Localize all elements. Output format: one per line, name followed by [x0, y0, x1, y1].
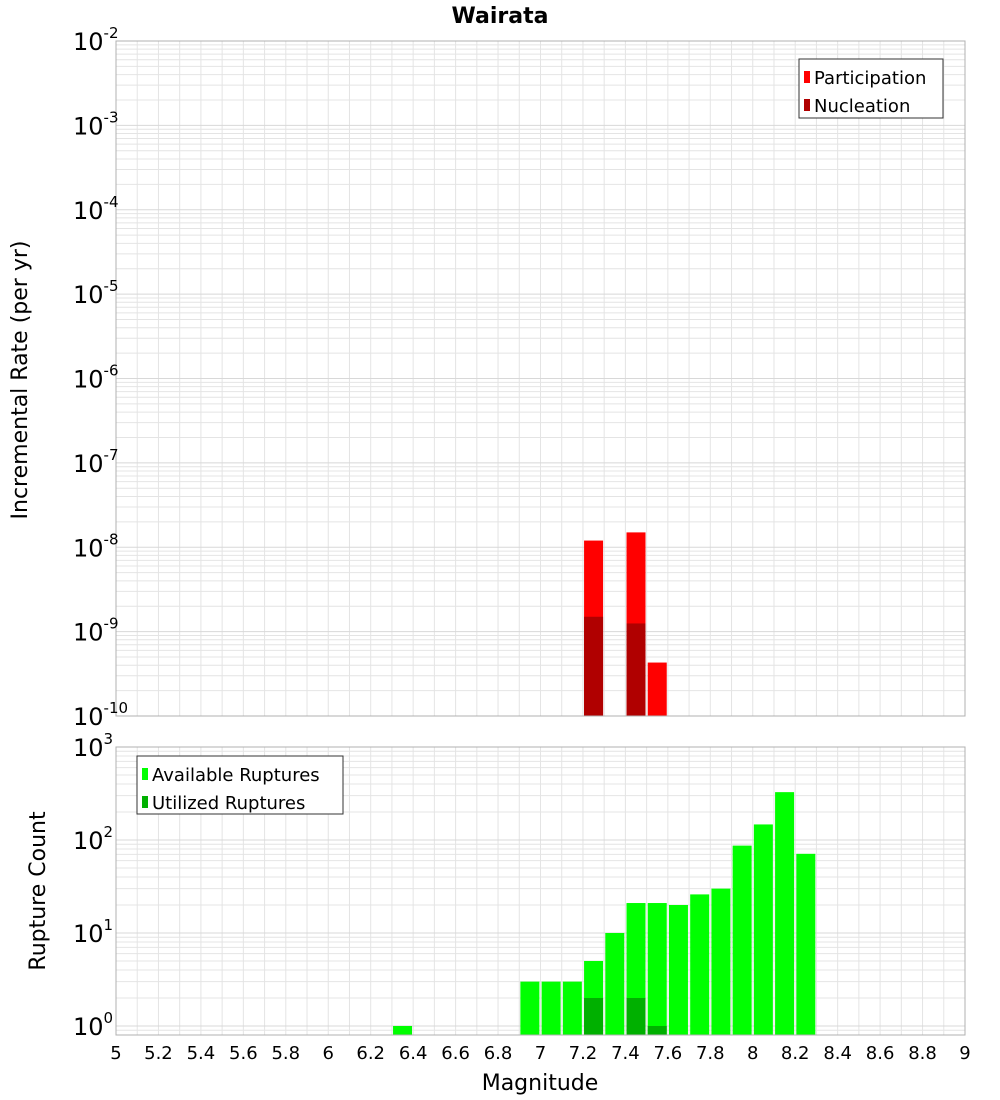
y-tick-label: 103: [73, 730, 113, 762]
x-tick-label: 6.4: [399, 1043, 428, 1064]
x-tick-label: 7.4: [611, 1043, 640, 1064]
bottom-y-tick-labels: 103 102 101 100: [73, 730, 113, 1041]
x-tick-label: 5.8: [271, 1043, 300, 1064]
bar-nucleation: [626, 623, 646, 716]
x-tick-label: 7.2: [569, 1043, 598, 1064]
legend-label: Nucleation: [814, 96, 910, 117]
bar-utilized-ruptures: [647, 1025, 667, 1035]
bar-available-ruptures: [796, 853, 816, 1035]
x-tick-label: 5.6: [229, 1043, 258, 1064]
y-tick-label: 10-2: [73, 24, 119, 56]
x-tick-labels: 5 5.2 5.4 5.6 5.8 6 6.2 6.4 6.6 6.8 7 7.2 7.4 7.6 7.8 8…: [110, 1043, 970, 1064]
legend-label: Available Ruptures: [152, 765, 320, 786]
bottom-legend: Available Ruptures Utilized Ruptures: [136, 755, 344, 815]
y-tick-label: 10-5: [73, 277, 119, 309]
bottom-plot-frame: [115, 746, 966, 1036]
bar-participation: [647, 662, 667, 716]
y-tick-label: 102: [73, 823, 113, 855]
bar-available-ruptures: [690, 894, 710, 1035]
y-tick-label: 10-4: [73, 193, 119, 225]
bar-available-ruptures: [520, 981, 540, 1035]
top-plot-frame: [115, 40, 966, 717]
chart-title: Wairata: [452, 4, 549, 29]
legend-box: [798, 58, 944, 119]
x-tick-label: 6.8: [484, 1043, 513, 1064]
legend-swatch: [804, 71, 810, 83]
bottom-gridlines: [115, 746, 966, 1036]
bottom-bars: [393, 792, 816, 1035]
x-tick-label: 8.4: [823, 1043, 852, 1064]
bottom-plot: 103 102 101 100 5 5.2 5.4 5.6 5.8 6 6.2 6.4 6.6 6.8 7…: [26, 730, 971, 1096]
bottom-y-axis-label: Rupture Count: [26, 811, 51, 971]
y-tick-label: 101: [73, 916, 113, 948]
top-y-tick-labels: 10-2 10-3 10-4 10-5 10-6 10-7 10-8 10-9 10-10: [73, 24, 128, 731]
x-axis-label: Magnitude: [482, 1071, 599, 1096]
y-tick-label: 100: [73, 1009, 113, 1041]
top-legend: Participation Nucleation: [798, 58, 944, 119]
x-tick-label: 6.2: [356, 1043, 385, 1064]
top-y-axis-label: Incremental Rate (per yr): [8, 241, 33, 520]
top-plot: 10-2 10-3 10-4 10-5 10-6 10-7 10-8 10-9 10-10 In…: [8, 24, 966, 731]
x-tick-label: 8.8: [908, 1043, 937, 1064]
legend-label: Utilized Ruptures: [152, 793, 305, 814]
y-tick-label: 10-7: [73, 446, 119, 478]
legend-swatch: [142, 768, 148, 780]
y-tick-label: 10-6: [73, 362, 119, 394]
x-tick-label: 8.2: [781, 1043, 810, 1064]
bar-available-ruptures: [647, 903, 667, 1035]
x-tick-label: 7: [535, 1043, 546, 1064]
legend-label: Participation: [814, 68, 926, 89]
x-tick-label: 5.2: [144, 1043, 173, 1064]
x-tick-label: 8: [747, 1043, 758, 1064]
y-tick-label: 10-8: [73, 530, 119, 562]
y-tick-label: 10-9: [73, 615, 119, 647]
bar-available-ruptures: [668, 904, 688, 1035]
x-tick-label: 8.6: [866, 1043, 895, 1064]
bar-available-ruptures: [732, 845, 752, 1035]
legend-box: [136, 755, 344, 815]
top-bars: [584, 532, 667, 716]
y-tick-label: 10-3: [73, 108, 119, 140]
bar-available-ruptures: [562, 981, 582, 1035]
bar-available-ruptures: [393, 1025, 413, 1035]
bar-nucleation: [584, 616, 604, 716]
x-tick-label: 9: [959, 1043, 970, 1064]
x-tick-label: 5.4: [187, 1043, 216, 1064]
bar-available-ruptures: [711, 888, 731, 1035]
x-tick-label: 7.6: [654, 1043, 683, 1064]
top-gridlines: [115, 40, 966, 717]
x-tick-label: 6: [323, 1043, 334, 1064]
bar-utilized-ruptures: [626, 997, 646, 1035]
bar-utilized-ruptures: [584, 997, 604, 1035]
bar-available-ruptures: [753, 824, 773, 1035]
legend-swatch: [804, 99, 810, 111]
x-tick-label: 5: [110, 1043, 121, 1064]
bar-available-ruptures: [775, 792, 795, 1035]
legend-swatch: [142, 796, 148, 808]
x-tick-label: 6.6: [441, 1043, 470, 1064]
bar-available-ruptures: [541, 981, 561, 1035]
x-tick-label: 7.8: [696, 1043, 725, 1064]
y-tick-label: 10-10: [73, 699, 128, 731]
bar-available-ruptures: [605, 932, 625, 1035]
